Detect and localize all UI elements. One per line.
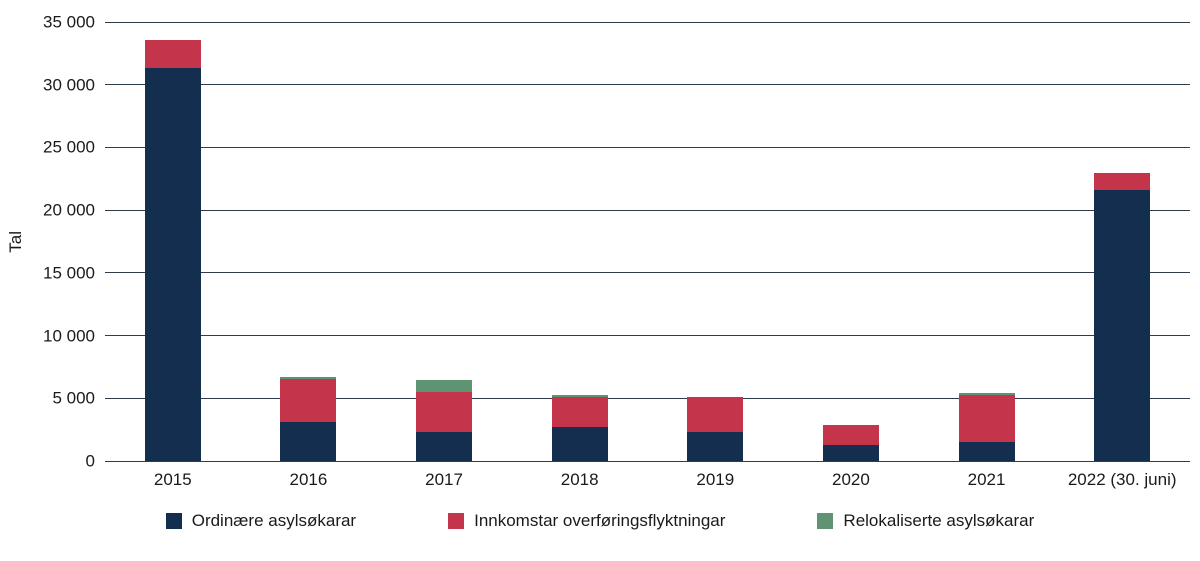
gridline [105,272,1190,274]
bar-segment [958,394,1015,443]
bar-segment [280,422,337,461]
gridline [105,21,1190,23]
bar-segment [416,432,473,461]
chart-legend: Ordinære asylsøkarar Innkomstar overførin… [0,511,1200,531]
bar-2018 [551,22,608,461]
bar-segment [822,424,879,445]
y-tick-label: 35 000 [43,12,95,32]
legend-label: Innkomstar overføringsflyktningar [474,511,726,530]
legend-swatch [448,513,465,529]
bar-2022-30-juni [1094,22,1151,461]
bar-segment [1094,172,1151,191]
bar-2016 [280,22,337,461]
bar-segment [144,68,201,461]
bar-segment [416,392,473,433]
legend-item: Relokaliserte asylsøkarar [817,511,1034,531]
y-tick-label: 25 000 [43,137,95,157]
legend-swatch [165,513,182,529]
legend-item: Innkomstar overføringsflyktningar [448,511,725,531]
gridline [105,84,1190,86]
x-tick-label: 2017 [425,470,463,489]
bar-segment [551,427,608,461]
legend-item: Ordinære asylsøkarar [165,511,357,531]
x-tick-label: 2022 (30. juni) [1067,470,1177,489]
bar-segment [551,394,608,398]
bar-segment [1094,190,1151,461]
gridline [105,335,1190,337]
y-tick-label: 20 000 [43,200,95,220]
bar-segment [280,376,337,380]
x-tick-label: 2015 [153,470,192,489]
bar-segment [144,39,201,69]
bar-segment [687,397,744,433]
bar-2021 [958,22,1015,461]
bar-segment [416,379,473,393]
legend-label: Relokaliserte asylsøkarar [843,511,1035,530]
y-tick-label: 15 000 [43,263,95,283]
bar-2017 [416,22,473,461]
plot-area [105,21,1190,462]
bar-2015 [144,22,201,461]
x-tick-label: 2016 [289,470,328,489]
y-tick-label: 0 [85,451,95,471]
y-axis-tick-labels: 0 5 000 10 000 15 000 20 000 25 000 30 000 35 0… [0,14,95,470]
bar-segment [958,392,1015,395]
bar-segment [958,442,1015,461]
x-tick-label: 2020 [832,470,870,489]
y-tick-label: 10 000 [43,326,95,346]
x-tick-label: 2018 [560,470,599,489]
x-tick-label: 2019 [696,470,735,489]
gridline [105,460,1190,462]
legend-swatch [817,513,834,529]
bar-2019 [687,22,744,461]
gridline [105,146,1190,148]
legend-label: Ordinære asylsøkarar [191,511,357,530]
gridline [105,209,1190,211]
x-tick-label: 2021 [967,470,1006,489]
bar-2020 [822,22,879,461]
y-tick-label: 30 000 [43,75,95,95]
bar-segment [687,432,744,461]
bar-segment [822,444,879,461]
bar-segment [280,379,337,423]
gridline [105,397,1190,399]
x-axis-tick-labels: 2015 2016 2017 2018 2019 2020 2021 2022 (30. ju… [105,470,1190,494]
y-tick-label: 5 000 [52,388,95,408]
bar-segment [551,397,608,428]
